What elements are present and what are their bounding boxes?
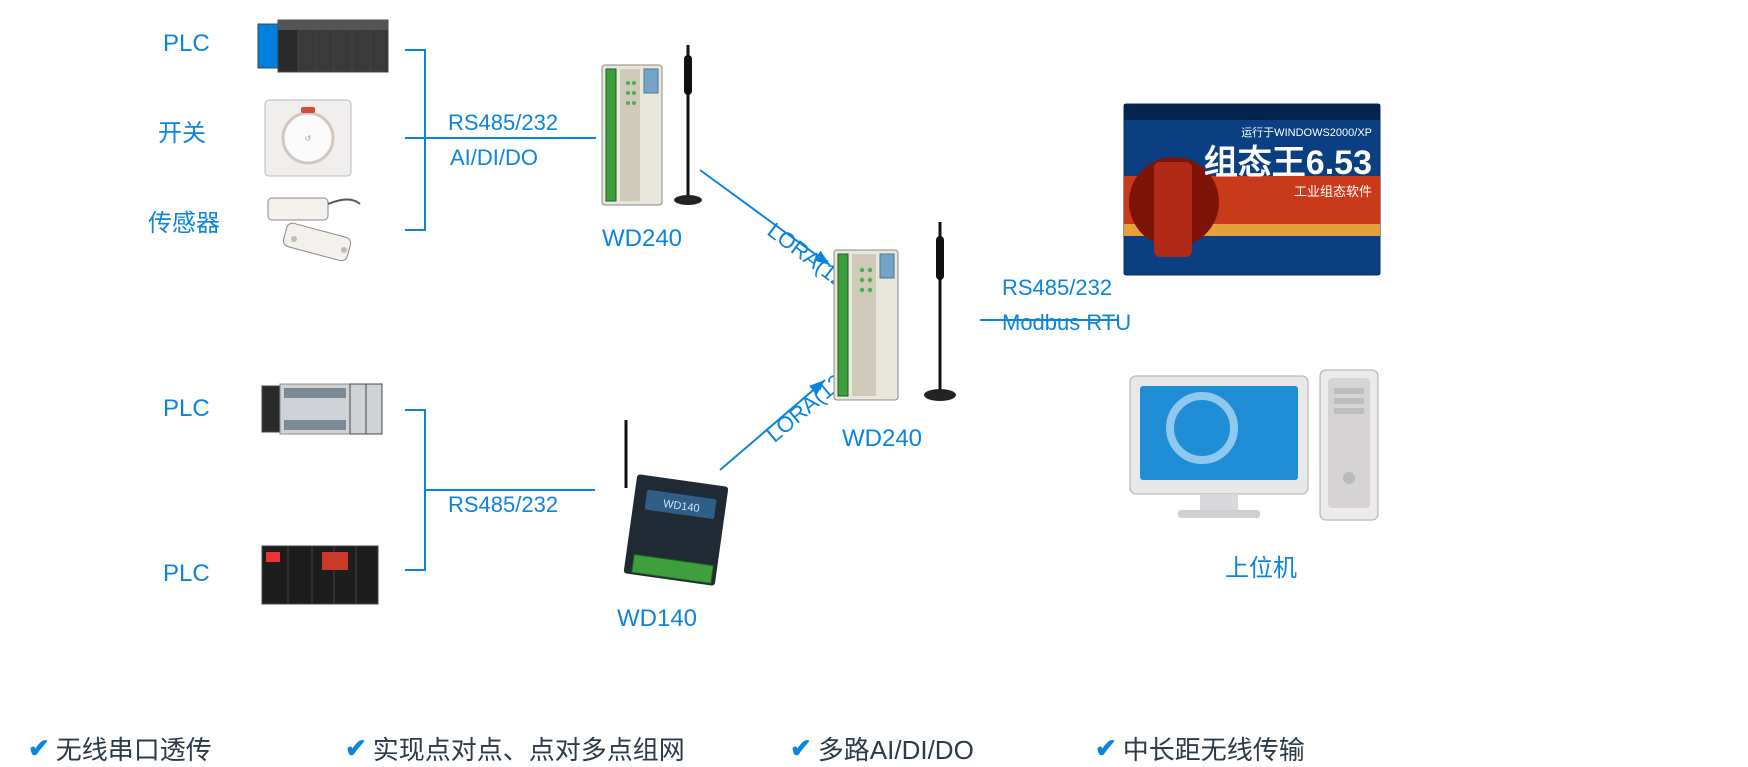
check-icon: ✔ xyxy=(790,733,812,764)
host-label: 上位机 xyxy=(1225,555,1297,584)
feature-1-text: 无线串口透传 xyxy=(56,730,212,767)
wd240-left-label: WD240 xyxy=(602,225,682,254)
check-icon: ✔ xyxy=(28,733,50,764)
feature-3-text: 多路AI/DI/DO xyxy=(818,730,974,767)
check-icon: ✔ xyxy=(345,733,367,764)
feature-2: ✔ 实现点对点、点对多点组网 xyxy=(345,730,685,767)
sensor-icon xyxy=(260,190,370,280)
plc-bot-icon xyxy=(260,540,400,610)
plc-bot-label: PLC xyxy=(163,560,210,589)
wd140-icon: WD140 xyxy=(600,410,730,590)
plc-top-icon xyxy=(256,14,396,78)
feature-2-text: 实现点对点、点对多点组网 xyxy=(373,730,685,767)
sensor-label: 传感器 xyxy=(148,210,220,239)
feature-3: ✔ 多路AI/DI/DO xyxy=(790,730,974,767)
rs485-top-label: RS485/232 xyxy=(448,110,558,136)
svg-text:↺: ↺ xyxy=(305,134,312,143)
rs485-right-label: RS485/232 xyxy=(1002,275,1112,301)
feature-1: ✔ 无线串口透传 xyxy=(28,730,212,767)
wd240-right-label: WD240 xyxy=(842,425,922,454)
wd140-label: WD140 xyxy=(617,605,697,634)
check-icon: ✔ xyxy=(1095,733,1117,764)
feature-4-text: 中长距无线传输 xyxy=(1123,730,1305,767)
switch-icon: ↺ xyxy=(263,98,353,178)
software-subtop: 运行于WINDOWS2000/XP xyxy=(1241,126,1372,139)
wd240-right-icon xyxy=(830,210,970,420)
host-pc-icon xyxy=(1120,358,1390,533)
diagram-canvas: LORA(12KM) LORA(12KM) PLC 开关 传感器 PLC PLC… xyxy=(0,0,1748,752)
modbus-label: Modbus RTU xyxy=(1002,310,1131,336)
feature-4: ✔ 中长距无线传输 xyxy=(1095,730,1305,767)
software-title: 组态王6.53 xyxy=(1204,144,1372,182)
plc-top-label: PLC xyxy=(163,30,210,59)
rs485-mid-label: RS485/232 xyxy=(448,492,558,518)
plc-mid-label: PLC xyxy=(163,395,210,424)
software-subtitle: 工业组态软件 xyxy=(1294,184,1372,199)
switch-label: 开关 xyxy=(158,120,206,149)
wd240-left-icon xyxy=(598,35,708,220)
plc-mid-icon xyxy=(260,374,400,444)
software-box-icon: 运行于WINDOWS2000/XP 组态王6.53 工业组态软件 xyxy=(1122,102,1382,277)
aidido-label: AI/DI/DO xyxy=(450,145,538,171)
